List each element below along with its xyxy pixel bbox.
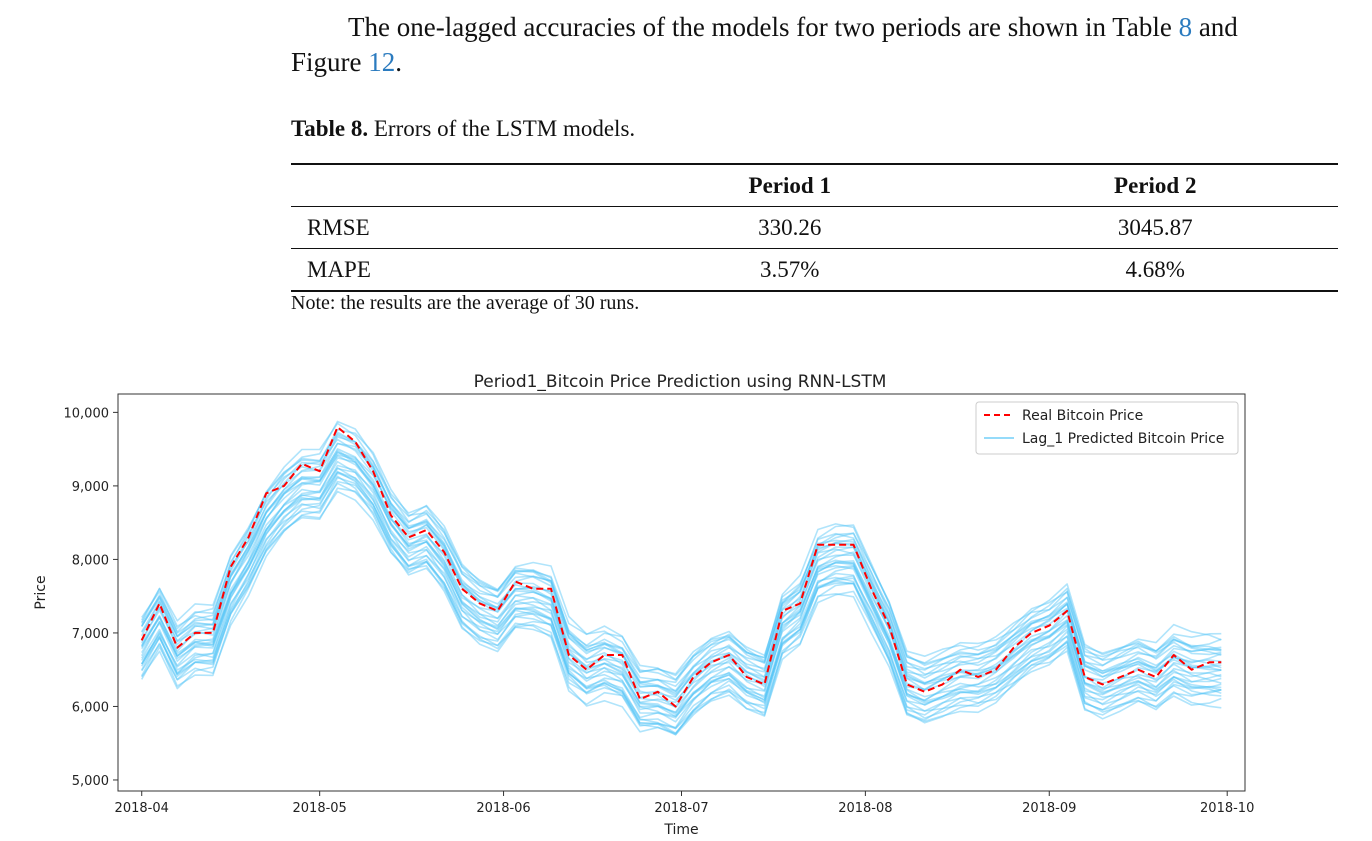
predicted-series-line: [141, 457, 1222, 714]
table-header-cell: Period 2: [1114, 172, 1197, 198]
predicted-series-line: [140, 482, 1222, 730]
table-row: RMSE 330.26 3045.87: [291, 207, 1338, 249]
predicted-series-line: [140, 422, 1222, 675]
real-line-group: [140, 426, 1222, 708]
predicted-series-line: [141, 487, 1222, 736]
y-tick-label: 6,000: [72, 700, 109, 715]
chart-title: Period1_Bitcoin Price Prediction using R…: [474, 372, 887, 392]
predicted-series-line: [141, 455, 1222, 702]
real-price-line: [140, 426, 1222, 708]
predicted-series-line: [141, 429, 1222, 681]
y-axis: 5,000 6,000 7,000 8,000 9,000 10,000: [64, 406, 118, 789]
y-tick-label: 10,000: [64, 406, 110, 421]
x-tick-label: 2018-08: [838, 801, 892, 816]
figure-ref-link[interactable]: 12: [368, 47, 396, 77]
value-cell: 330.26: [758, 214, 822, 240]
predicted-series-line: [141, 420, 1222, 681]
x-tick-label: 2018-07: [654, 801, 708, 816]
predicted-series-line: [141, 434, 1222, 692]
x-tick-label: 2018-09: [1022, 801, 1076, 816]
predicted-series-line: [141, 472, 1222, 729]
x-axis: 2018-04 2018-05 2018-06 2018-07 2018-08 2018-…: [115, 791, 1254, 816]
predicted-series-line: [140, 467, 1222, 714]
legend-box: [975, 401, 1239, 455]
y-axis-label: Price: [33, 575, 49, 609]
predicted-series-line: [140, 449, 1222, 699]
y-tick-label: 5,000: [72, 774, 109, 789]
predicted-series-line: [141, 431, 1222, 684]
value-cell: 4.68%: [1125, 256, 1185, 282]
metric-cell: MAPE: [307, 256, 371, 282]
x-axis-label: Time: [663, 822, 698, 838]
table-note: Note: the results are the average of 30 …: [291, 292, 640, 314]
paragraph-text: .: [395, 47, 402, 77]
predicted-series-line: [140, 475, 1222, 730]
predicted-series-line: [141, 480, 1222, 735]
predicted-lines-group: [140, 420, 1222, 736]
predicted-series-line: [141, 460, 1222, 719]
table-ref-link[interactable]: 8: [1178, 12, 1193, 42]
price-prediction-chart: Period1_Bitcoin Price Prediction using R…: [33, 372, 1254, 838]
x-tick-label: 2018-10: [1200, 801, 1254, 816]
predicted-series-line: [140, 438, 1222, 688]
table-header-cell: [291, 164, 607, 207]
predicted-series-line: [141, 467, 1222, 716]
value-cell: 3.57%: [760, 256, 820, 282]
x-tick-label: 2018-06: [476, 801, 530, 816]
predicted-series-line: [141, 464, 1222, 723]
predicted-series-line: [140, 470, 1222, 719]
errors-table: Period 1 Period 2 RMSE 330.26 3045.87 MA…: [291, 163, 1338, 292]
predicted-series-line: [141, 433, 1222, 677]
paragraph-text: and: [1192, 12, 1238, 42]
paragraph-line-2: Figure 12.: [291, 45, 1341, 80]
chart-legend: Real Bitcoin Price Lag_1 Predicted Bitco…: [975, 401, 1239, 455]
paragraph-line-1: The one-lagged accuracies of the models …: [291, 10, 1341, 45]
table-header-cell: Period 1: [748, 172, 831, 198]
value-cell: 3045.87: [1117, 214, 1193, 240]
y-tick-label: 7,000: [72, 627, 109, 642]
predicted-series-line: [141, 453, 1222, 709]
table-caption-text: Errors of the LSTM models.: [368, 116, 636, 141]
paragraph-text: The one-lagged accuracies of the models …: [348, 12, 1179, 42]
predicted-series-line: [141, 448, 1222, 708]
table-row: MAPE 3.57% 4.68%: [291, 249, 1338, 291]
predicted-series-line: [141, 442, 1222, 693]
metric-cell: RMSE: [307, 214, 370, 240]
table-caption: Table 8. Errors of the LSTM models.: [291, 116, 635, 142]
predicted-series-line: [140, 490, 1222, 735]
paragraph-text: Figure: [291, 47, 369, 77]
predicted-series-line: [141, 451, 1222, 696]
predicted-series-line: [141, 471, 1222, 718]
predicted-series-line: [141, 442, 1222, 697]
x-tick-label: 2018-05: [293, 801, 347, 816]
legend-real-label: Real Bitcoin Price: [1022, 408, 1143, 424]
table-caption-label: Table 8.: [291, 116, 369, 141]
table-header-row: Period 1 Period 2: [291, 164, 1338, 207]
body-paragraph: The one-lagged accuracies of the models …: [291, 10, 1341, 80]
y-tick-label: 9,000: [72, 480, 109, 495]
y-tick-label: 8,000: [72, 553, 109, 568]
predicted-series-line: [141, 476, 1222, 736]
x-tick-label: 2018-04: [115, 801, 169, 816]
legend-predicted-label: Lag_1 Predicted Bitcoin Price: [1022, 431, 1224, 447]
